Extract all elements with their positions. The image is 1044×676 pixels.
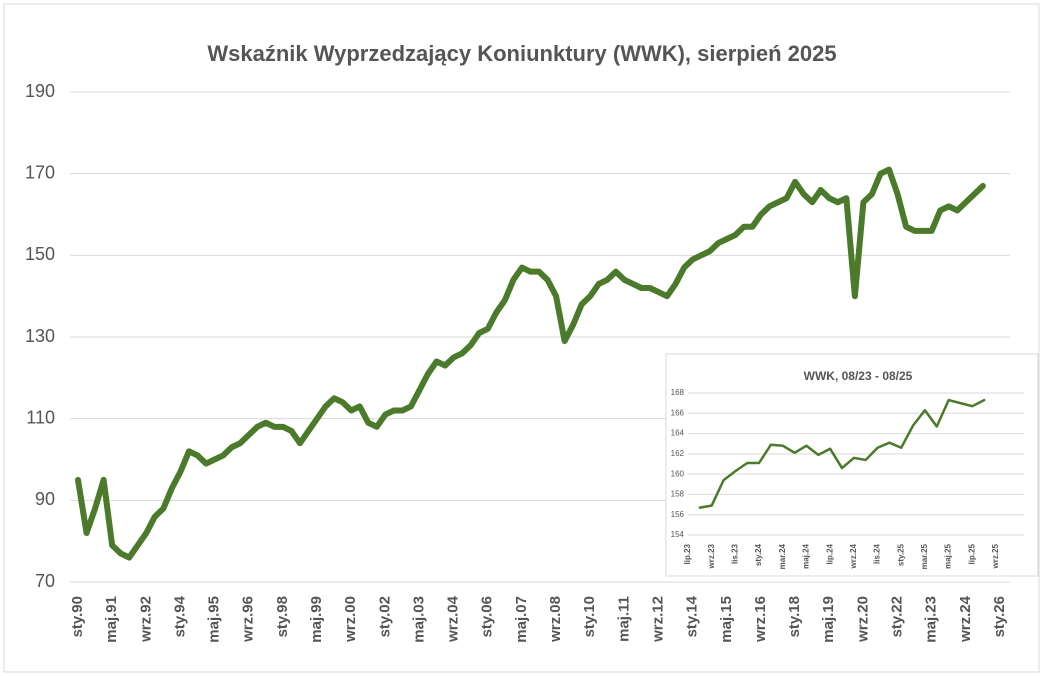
x-tick-label: wrz.16: [752, 596, 769, 643]
data-line: [75, 166, 986, 561]
x-tick-label: lip.24: [825, 543, 834, 564]
y-tick-label: 150: [25, 244, 55, 264]
x-tick-label: maj.19: [820, 596, 837, 643]
x-tick-label: lis.24: [873, 543, 882, 564]
y-tick-label: 164: [671, 429, 685, 438]
x-tick-label: wrz.25: [991, 543, 1000, 569]
y-tick-label: 168: [671, 388, 685, 397]
x-tick-label: maj.24: [802, 543, 811, 568]
x-tick-label: sty.90: [69, 596, 86, 637]
x-tick-label: maj.95: [206, 596, 223, 643]
x-tick-label: lip.23: [683, 543, 692, 564]
y-tick-label: 158: [671, 490, 685, 499]
x-tick-label: lip.25: [967, 543, 976, 564]
x-tick-label: mar.25: [920, 543, 929, 569]
y-tick-label: 170: [25, 162, 55, 182]
x-tick-label: sty.02: [376, 596, 393, 637]
x-tick-label: sty.24: [754, 543, 763, 566]
inset-frame: [665, 353, 1039, 577]
x-tick-label: wrz.04: [445, 595, 462, 643]
y-tick-label: 160: [671, 469, 685, 478]
x-tick-label: sty.22: [889, 596, 906, 637]
x-tick-label: maj.07: [513, 596, 530, 643]
x-tick-label: sty.26: [991, 596, 1008, 637]
x-tick-label: sty.25: [896, 543, 905, 566]
x-tick-label: sty.18: [786, 596, 803, 637]
x-tick-label: wrz.23: [707, 543, 716, 569]
chart-title: Wskaźnik Wyprzedzający Koniunktury (WWK)…: [207, 41, 836, 66]
x-tick-label: sty.06: [479, 596, 496, 637]
x-tick-label: wrz.96: [240, 596, 257, 643]
y-tick-label: 156: [671, 510, 685, 519]
y-tick-label: 90: [35, 489, 55, 509]
y-tick-label: 190: [25, 81, 55, 101]
y-tick-label: 166: [671, 408, 685, 417]
x-tick-label: maj.11: [615, 596, 632, 642]
x-tick-label: wrz.12: [649, 596, 666, 643]
x-tick-label: wrz.00: [342, 596, 359, 643]
x-tick-label: wrz.20: [854, 596, 871, 643]
x-tick-label: wrz.08: [547, 596, 564, 643]
x-tick-label: maj.23: [923, 596, 940, 643]
y-tick-label: 162: [671, 449, 685, 458]
y-tick-label: 110: [26, 407, 55, 427]
x-tick-label: sty.98: [274, 596, 291, 637]
chart-title: WWK, 08/23 - 08/25: [804, 369, 913, 383]
x-tick-label: maj.25: [944, 543, 953, 568]
x-tick-label: wrz.24: [849, 543, 858, 569]
x-tick-label: sty.94: [171, 595, 188, 637]
x-tick-label: maj.15: [718, 596, 735, 643]
x-tick-label: lis.23: [730, 543, 739, 564]
chart-panel: WWK, 08/23 - 08/25 154 156 158 160 162 164 166 1…: [665, 353, 1039, 577]
y-tick-label: 130: [25, 326, 55, 346]
x-tick-label: wrz.92: [137, 596, 154, 643]
x-tick-label: mar.24: [778, 543, 787, 569]
y-tick-label: 70: [35, 571, 55, 591]
x-tick-label: wrz.24: [957, 595, 974, 643]
x-tick-label: maj.91: [103, 596, 120, 643]
x-tick-label: maj.99: [308, 596, 325, 643]
x-tick-label: maj.03: [410, 596, 427, 643]
y-tick-label: 154: [671, 530, 685, 539]
x-tick-label: sty.10: [581, 596, 598, 637]
x-tick-label: sty.14: [684, 595, 701, 637]
data-line: [698, 398, 986, 509]
